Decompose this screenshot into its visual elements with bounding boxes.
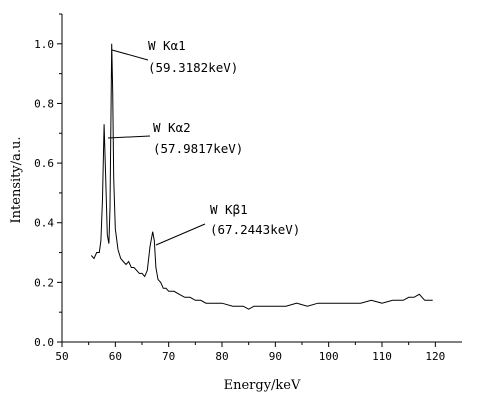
spectrum-line (90, 43, 433, 310)
annotation-energy: (59.3182keV) (148, 60, 238, 75)
y-tick-label: 0.2 (34, 276, 54, 289)
x-tick-label: 100 (319, 350, 339, 363)
x-tick-label: 50 (55, 350, 68, 363)
annotation-energy: (57.9817keV) (153, 141, 243, 156)
x-tick-label: 120 (425, 350, 445, 363)
y-tick-label: 1.0 (34, 38, 54, 51)
x-axis-label: Energy/keV (224, 378, 301, 393)
annotation-name: W Kα1 (148, 38, 186, 53)
ticks: 50 60 70 80 90 100 110 120 0.0 0.2 0.4 0.6 0.8 1.0 (34, 13, 445, 363)
axes (61, 14, 462, 343)
annotations-layer: W Kα1 (59.3182keV) W Kα2 (57.9817keV) W Kβ1 (… (107, 38, 300, 246)
x-tick-label: 80 (215, 350, 228, 363)
y-axis-label: Intensity/a.u. (9, 137, 24, 224)
annotation-leader (111, 49, 149, 61)
annotation-leader (107, 135, 151, 139)
y-tick-label: 0.4 (34, 217, 54, 230)
annotation-name: W Kβ1 (210, 202, 248, 217)
x-tick-label: 70 (162, 350, 175, 363)
x-tick-label: 110 (372, 350, 392, 363)
y-tick-label: 0.8 (34, 97, 54, 110)
annotation-energy: (67.2443keV) (210, 222, 300, 237)
y-tick-label: 0.6 (34, 157, 54, 170)
annotation-leader (155, 223, 206, 246)
y-tick-label: 0.0 (34, 336, 54, 349)
series-layer (90, 43, 433, 310)
x-tick-label: 90 (269, 350, 282, 363)
x-tick-label: 60 (109, 350, 122, 363)
annotation-name: W Kα2 (153, 120, 191, 135)
